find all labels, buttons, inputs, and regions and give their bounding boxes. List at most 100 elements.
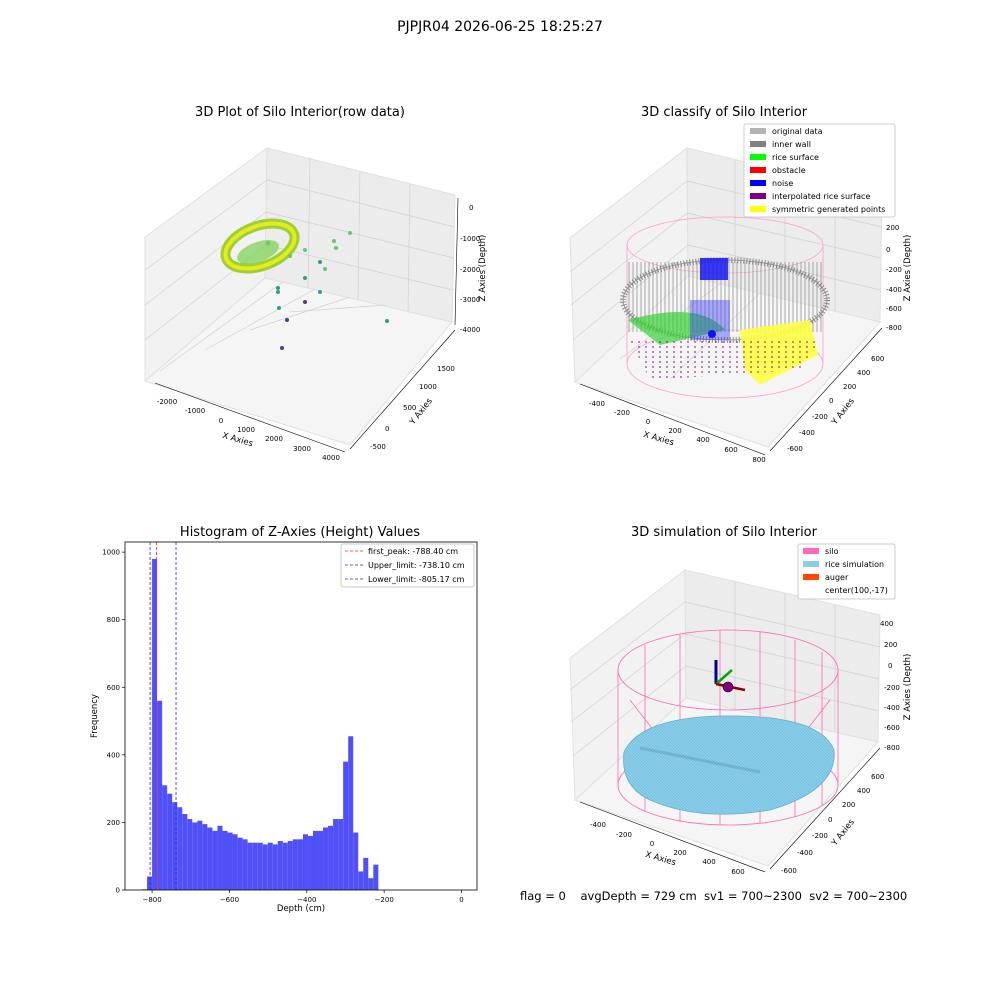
legend-label: silo <box>825 547 839 556</box>
avg-depth-text: avgDepth = 729 cm <box>580 889 697 903</box>
hist-ytick-label: 0 <box>116 887 120 895</box>
legend-item: symmetric generated points <box>750 205 885 214</box>
hist-frame <box>124 541 478 891</box>
tick-label: 0 <box>829 397 833 405</box>
legend-item: rice simulation <box>803 560 884 569</box>
legend-swatch <box>803 574 819 580</box>
hist-bar <box>247 842 253 890</box>
tick-label: -400 <box>886 286 902 294</box>
hist-bar <box>302 834 308 890</box>
legend-label: original data <box>772 127 823 136</box>
legend-item: center(100,-17) <box>825 586 888 595</box>
tick-label: 1000 <box>237 426 255 434</box>
tick-label: -600 <box>787 445 803 453</box>
tick-label: -800 <box>886 324 902 332</box>
tick-label: -3000 <box>460 296 480 304</box>
legend-label: center(100,-17) <box>825 586 888 595</box>
legend-label: rice simulation <box>825 560 884 569</box>
legend-label: Upper_limit: -738.10 cm <box>368 561 465 570</box>
tick-label: 1500 <box>437 365 455 373</box>
legend-item: inner wall <box>750 140 811 149</box>
tick-label: -200 <box>884 684 900 692</box>
panel2-x-ticks: -400 -200 0 200 400 600 800 <box>589 400 766 464</box>
hist-bar <box>157 700 163 890</box>
legend-label: obstacle <box>772 166 806 175</box>
hist-bar <box>353 832 359 890</box>
panel2-z-ticks: 200 0 -200 -400 -600 -800 <box>886 224 902 332</box>
hist-bar <box>177 807 183 890</box>
hist-bar <box>368 878 374 890</box>
legend-item: silo <box>803 547 839 556</box>
tick-label: 200 <box>842 801 855 809</box>
hist-xtick-label: −400 <box>297 896 316 904</box>
panel4-ylabel: Y Axies <box>829 817 857 849</box>
status-footer: flag = 0 avgDepth = 729 cm sv1 = 700~230… <box>520 889 907 903</box>
legend-item: Upper_limit: -738.10 cm <box>345 561 465 570</box>
hist-bar <box>292 839 298 890</box>
legend-label: symmetric generated points <box>772 205 885 214</box>
tick-label: -1000 <box>460 235 480 243</box>
hist-xlabel: Depth (cm) <box>277 904 325 914</box>
hist-bar <box>267 842 273 890</box>
sv2-text: sv2 = 700~2300 <box>809 889 908 903</box>
panel4-legend: silo rice simulation auger center(100,-1… <box>797 543 896 600</box>
tick-label: 400 <box>857 369 870 377</box>
panel-simulation: 3D simulation of Silo Interior <box>569 525 913 876</box>
hist-bar <box>312 830 319 890</box>
tick-label: 600 <box>871 355 884 363</box>
tick-label: 400 <box>880 620 893 628</box>
panel1-x-ticks: -2000 -1000 0 1000 2000 3000 4000 <box>157 398 340 462</box>
hist-bar <box>162 785 168 890</box>
panel1-point-cloud <box>220 218 389 350</box>
legend-label: noise <box>772 179 793 188</box>
hist-ytick-label: 200 <box>107 819 120 827</box>
tick-label: 0 <box>828 816 832 824</box>
tick-label: -400 <box>589 400 605 408</box>
panel4-auger-marker <box>714 660 746 693</box>
hist-bar <box>262 844 268 890</box>
flag-text: flag = 0 <box>520 889 566 903</box>
hist-bar <box>348 736 354 890</box>
tick-label: 600 <box>731 868 744 876</box>
hist-bar <box>227 832 233 890</box>
hist-title: Histogram of Z-Axies (Height) Values <box>180 525 420 540</box>
tick-label: 800 <box>752 456 765 464</box>
legend-swatch <box>750 167 766 173</box>
hist-bar <box>252 842 258 890</box>
tick-label: -4000 <box>460 326 480 334</box>
tick-label: 0 <box>219 417 223 425</box>
tick-label: 200 <box>673 849 686 857</box>
panel-classify: 3D classify of Silo Interior <box>569 105 913 464</box>
hist-bar <box>272 844 278 890</box>
tick-label: 400 <box>696 436 709 444</box>
hist-bar <box>358 871 364 890</box>
legend-swatch <box>803 548 819 554</box>
legend-label: first_peak: -788.40 cm <box>368 547 458 556</box>
hist-bar <box>192 822 198 890</box>
panel1-axes-box <box>143 147 459 453</box>
panel4-title: 3D simulation of Silo Interior <box>631 525 818 540</box>
hist-bar <box>212 830 218 890</box>
tick-label: -200 <box>812 413 828 421</box>
legend-item: auger <box>803 573 849 582</box>
panel4-y-ticks: -600 -400 -200 0 200 400 600 <box>781 773 884 875</box>
hist-legend: first_peak: -788.40 cm Upper_limit: -738… <box>340 543 475 588</box>
tick-label: 0 <box>888 662 892 670</box>
hist-bar <box>307 835 313 890</box>
legend-item: original data <box>750 127 823 136</box>
hist-ytick-label: 1000 <box>102 549 120 557</box>
panel2-y-ticks: -600 -400 -200 0 200 400 600 <box>787 355 884 453</box>
hist-bar <box>202 824 208 890</box>
hist-bar <box>217 825 223 890</box>
tick-label: -800 <box>884 744 900 752</box>
tick-label: 0 <box>650 840 654 848</box>
tick-label: -400 <box>799 429 815 437</box>
tick-label: 0 <box>385 425 389 433</box>
hist-bar <box>147 876 153 890</box>
legend-swatch <box>750 141 766 147</box>
hist-bar <box>152 558 158 890</box>
hist-xtick-label: −800 <box>142 896 161 904</box>
panel-histogram: Histogram of Z-Axies (Height) Values −80… <box>90 525 478 914</box>
hist-ylabel: Frequency <box>90 694 100 738</box>
tick-label: -2000 <box>157 398 177 406</box>
